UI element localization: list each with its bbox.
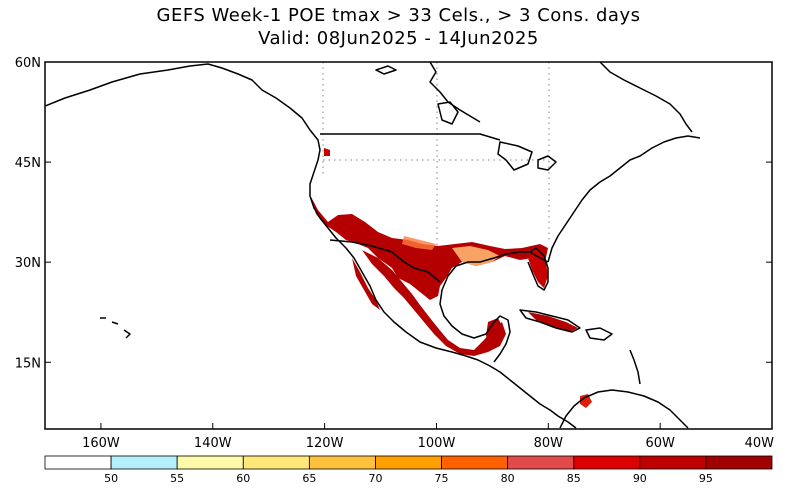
colorbar-label: 85 [567, 472, 581, 485]
colorbar-swatch [110, 455, 178, 470]
south-america-coast [559, 389, 689, 429]
lat-tick-label: 30N [15, 256, 41, 271]
lon-tick-label: 100W [418, 436, 456, 451]
cuba-outline [519, 309, 581, 333]
gulf-coast [439, 251, 549, 363]
us-mexico-border [329, 239, 441, 283]
colorbar-swatch [639, 455, 707, 470]
colorbar-swatch [507, 455, 575, 470]
warm-edge-rockies [402, 236, 436, 250]
colorbar-label: 90 [633, 472, 647, 485]
colorbar-swatch [441, 455, 509, 470]
arctic-island-2 [437, 101, 459, 125]
east-coast [547, 135, 701, 263]
colorbar-label: 95 [699, 472, 713, 485]
lake-erie [537, 155, 557, 171]
antilles-islands [629, 349, 641, 385]
chart-title-line2: Valid: 08Jun2025 - 14Jun2025 [258, 28, 539, 49]
canada-us-border [320, 133, 501, 141]
colorbar-swatch [176, 455, 244, 470]
florida-coast [527, 247, 549, 291]
coastlines [45, 62, 701, 429]
colorbar-swatch [44, 455, 112, 470]
colorbar-label: 65 [302, 472, 316, 485]
great-lakes [497, 141, 533, 171]
colorbar-swatch [573, 455, 641, 470]
hot-region-central-mexico [362, 250, 506, 356]
hot-region-baja [352, 258, 380, 310]
hot-region-northwest [324, 148, 330, 156]
lon-tick-label: 60W [645, 436, 675, 451]
hudson-region [429, 62, 481, 123]
north-american-coastline [45, 63, 577, 429]
chart-title-line1: GEFS Week-1 POE tmax > 33 Cels., > 3 Con… [156, 5, 641, 26]
colorbar-label: 50 [104, 472, 118, 485]
probability-shading [310, 148, 592, 408]
map-frame [44, 61, 773, 430]
lon-tick-label: 80W [534, 436, 564, 451]
lon-tick-label: 120W [306, 436, 344, 451]
colorbar-label: 80 [501, 472, 515, 485]
warm-edge-gulf [452, 246, 500, 266]
hawaii-islands [100, 317, 131, 339]
colorbar-swatch [242, 455, 310, 470]
colorbar-swatch [375, 455, 442, 470]
lon-tick-label: 140W [194, 436, 232, 451]
colorbar-label: 60 [236, 472, 250, 485]
hot-region-cuba [528, 312, 578, 332]
colorbar-label: 55 [170, 472, 184, 485]
colorbar-swatch [705, 455, 773, 470]
lat-tick-label: 15N [15, 356, 41, 371]
colorbar-label: 70 [368, 472, 382, 485]
colorbar-swatch [308, 455, 376, 470]
hot-region-south-america [580, 394, 592, 408]
map-content [45, 62, 701, 429]
hot-region-yucatan [486, 318, 504, 346]
hispaniola-outline [585, 327, 613, 341]
map-axes: 60N 45N 30N 15N 160W 140W 120W 100W 80W 60W 40W [15, 56, 774, 451]
colorbar: 50 55 60 65 70 75 80 85 90 95 [44, 455, 773, 485]
lat-tick-label: 45N [15, 156, 41, 171]
lon-tick-label: 40W [745, 436, 775, 451]
arctic-island [375, 65, 397, 75]
canada-east-coast [599, 62, 693, 133]
lon-tick-label: 160W [82, 436, 120, 451]
lat-tick-label: 60N [15, 56, 41, 71]
grid-dotted-lines [322, 62, 550, 260]
colorbar-label: 75 [435, 472, 449, 485]
